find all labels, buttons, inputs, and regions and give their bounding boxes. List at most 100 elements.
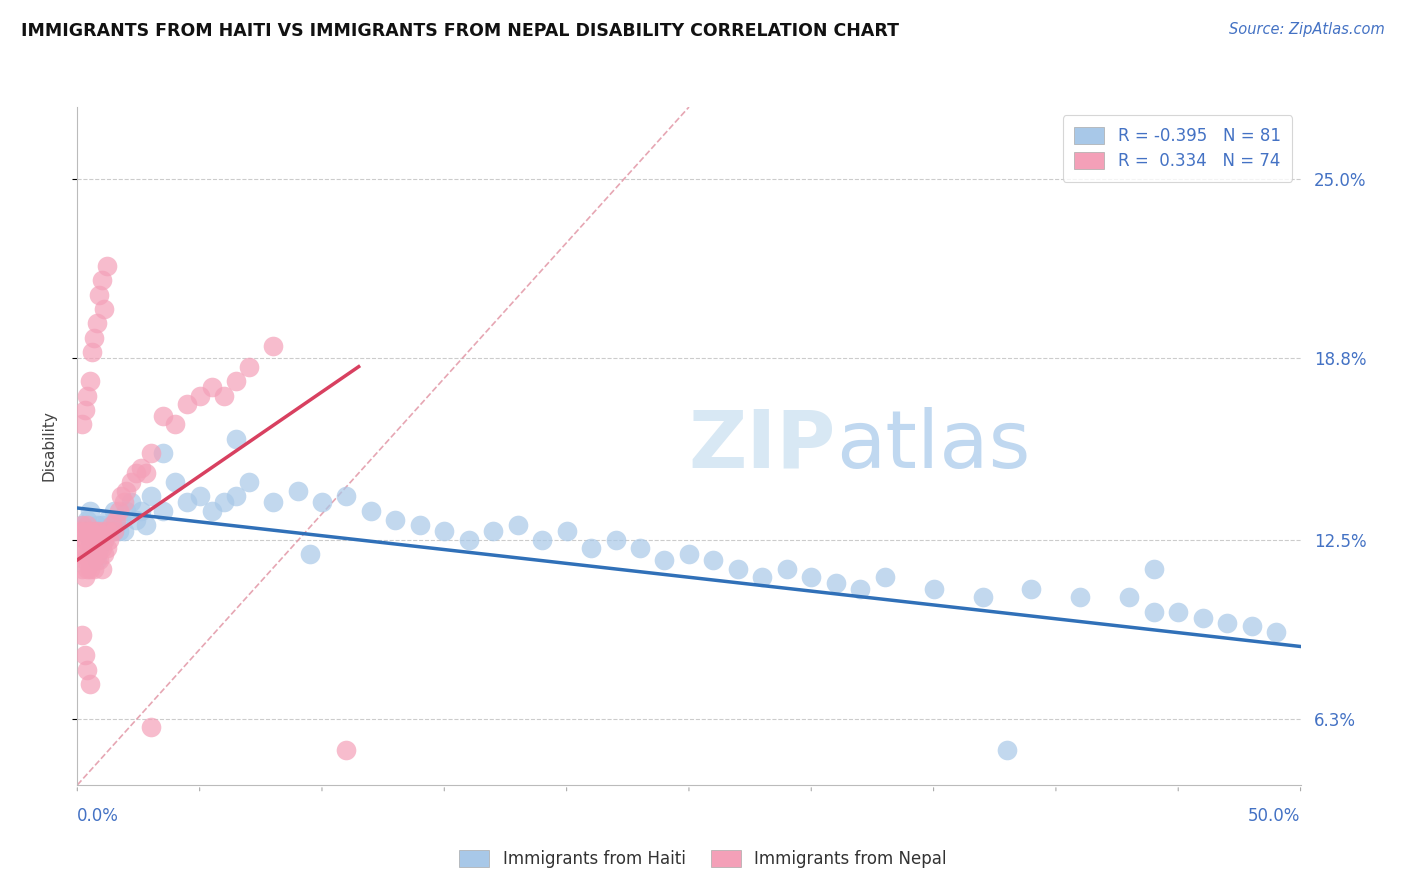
Point: [298, 547, 321, 561]
Point: [360, 504, 382, 518]
Point: [80, 547, 103, 561]
Point: [69, 547, 91, 561]
Point: [824, 576, 846, 591]
Point: [89, 524, 111, 538]
Point: [152, 409, 174, 423]
Point: [152, 504, 174, 518]
Text: atlas: atlas: [835, 407, 1031, 485]
Point: [96, 259, 118, 273]
Point: [86, 317, 108, 331]
Point: [201, 504, 224, 518]
Point: [103, 524, 125, 538]
Point: [225, 432, 247, 446]
Point: [80, 553, 103, 567]
Point: [76, 663, 98, 677]
Point: [70, 628, 93, 642]
Point: [76, 388, 98, 402]
Point: [79, 541, 101, 556]
Point: [90, 561, 112, 575]
Legend: Immigrants from Haiti, Immigrants from Nepal: Immigrants from Haiti, Immigrants from N…: [453, 843, 953, 875]
Point: [76, 518, 98, 533]
Point: [90, 518, 112, 533]
Point: [135, 518, 157, 533]
Point: [76, 547, 98, 561]
Point: [112, 524, 135, 538]
Point: [1021, 582, 1043, 596]
Point: [678, 547, 700, 561]
Point: [89, 553, 111, 567]
Point: [1167, 605, 1189, 619]
Point: [139, 446, 162, 460]
Point: [98, 524, 121, 538]
Point: [79, 374, 101, 388]
Point: [110, 512, 132, 526]
Point: [83, 547, 105, 561]
Point: [90, 541, 112, 556]
Point: [80, 524, 103, 538]
Point: [80, 541, 103, 556]
Point: [105, 518, 128, 533]
Point: [457, 533, 479, 547]
Point: [69, 524, 91, 538]
Point: [73, 403, 96, 417]
Point: [176, 397, 198, 411]
Point: [100, 518, 122, 533]
Point: [555, 524, 578, 538]
Point: [115, 483, 138, 498]
Point: [482, 524, 505, 538]
Point: [654, 553, 676, 567]
Point: [628, 541, 651, 556]
Text: Source: ZipAtlas.com: Source: ZipAtlas.com: [1229, 22, 1385, 37]
Point: [1216, 616, 1239, 631]
Point: [89, 533, 111, 547]
Point: [70, 561, 93, 575]
Point: [108, 524, 131, 538]
Point: [89, 287, 111, 301]
Point: [1265, 625, 1288, 640]
Point: [129, 504, 152, 518]
Point: [73, 524, 96, 538]
Y-axis label: Disability: Disability: [42, 410, 56, 482]
Point: [80, 345, 103, 359]
Point: [152, 446, 174, 460]
Point: [262, 339, 284, 353]
Point: [79, 533, 101, 547]
Point: [90, 533, 112, 547]
Point: [73, 524, 96, 538]
Point: [110, 490, 132, 504]
Point: [579, 541, 602, 556]
Point: [89, 541, 111, 556]
Point: [125, 512, 148, 526]
Point: [86, 547, 108, 561]
Point: [776, 561, 799, 575]
Point: [90, 273, 112, 287]
Point: [201, 380, 224, 394]
Point: [188, 490, 211, 504]
Point: [139, 720, 162, 734]
Point: [96, 541, 118, 556]
Point: [384, 512, 406, 526]
Point: [83, 524, 105, 538]
Point: [73, 648, 96, 662]
Point: [751, 570, 773, 584]
Point: [922, 582, 945, 596]
Point: [506, 518, 529, 533]
Point: [79, 553, 101, 567]
Point: [93, 547, 115, 561]
Point: [727, 561, 749, 575]
Point: [1191, 610, 1213, 624]
Point: [125, 467, 148, 481]
Text: ZIP: ZIP: [689, 407, 835, 485]
Point: [93, 301, 115, 316]
Point: [238, 475, 260, 489]
Point: [73, 570, 96, 584]
Point: [409, 518, 432, 533]
Point: [139, 490, 162, 504]
Point: [70, 541, 93, 556]
Point: [112, 495, 135, 509]
Point: [100, 518, 122, 533]
Point: [115, 504, 138, 518]
Point: [262, 495, 284, 509]
Point: [605, 533, 627, 547]
Point: [86, 518, 108, 533]
